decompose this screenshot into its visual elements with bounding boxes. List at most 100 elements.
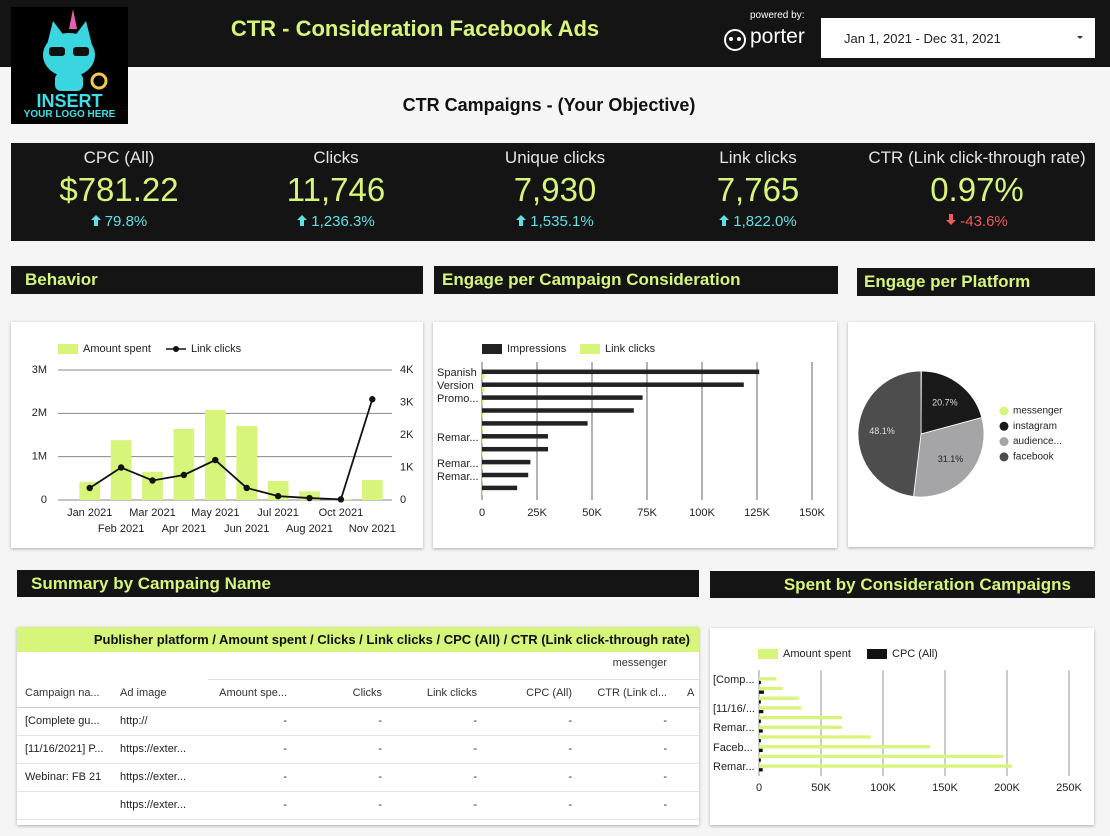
table-cell: - [473, 743, 477, 755]
brand-icon [724, 29, 746, 51]
table-cell: http:// [120, 715, 148, 727]
spent-panel [710, 628, 1094, 825]
category-label: Remar... [713, 761, 755, 774]
logo: INSERT YOUR LOGO HERE [11, 7, 128, 124]
table-cell: https://exter... [120, 799, 187, 811]
subtitle: CTR Campaigns - (Your Objective) [402, 95, 696, 115]
table-cell: - [283, 715, 287, 727]
table-cell: [Complete gu... [25, 715, 100, 727]
brand-name: porter [750, 25, 805, 48]
category-label: Remar... [713, 722, 755, 735]
logo-subtext: YOUR LOGO HERE [23, 109, 116, 120]
kpi-change-text: 1,822.0% [733, 213, 797, 230]
table-cell: - [283, 743, 287, 755]
kpi-arrow [90, 215, 101, 226]
kpi-change: 1,236.3% [221, 213, 451, 230]
behavior-panel [11, 322, 423, 548]
kpi-label: Unique clicks [504, 148, 606, 167]
kpi-value: $781.22 [59, 171, 179, 208]
kpi-label: CTR (Link click-through rate) [868, 148, 1086, 167]
table-cell: - [568, 715, 572, 727]
table-cell: - [473, 771, 477, 783]
page-title: CTR - Consideration Facebook Ads [230, 16, 600, 41]
dropdown-arrow [1077, 36, 1083, 39]
table-group: messenger [612, 657, 667, 669]
section-header: Behavior [11, 266, 423, 294]
table-cell: - [568, 799, 572, 811]
kpi-label: Clicks [313, 148, 359, 167]
category-label: [11/16/... [713, 702, 755, 715]
powered-by: powered by: [750, 10, 805, 21]
table-cell: - [568, 771, 572, 783]
kpi-label: Link clicks [719, 148, 797, 167]
platform-panel [848, 322, 1094, 547]
table-cell: - [663, 799, 667, 811]
kpi-change: 1,535.1% [440, 213, 670, 230]
kpi-change: -43.6% [862, 213, 1092, 230]
table-cell: - [568, 743, 572, 755]
section-header: Spent by Consideration Campaigns [710, 571, 1095, 598]
table-title: Publisher platform / Amount spent / Clic… [17, 627, 699, 652]
date-range: Jan 1, 2021 - Dec 31, 2021 [844, 31, 1001, 46]
table-cell: - [378, 771, 382, 783]
column-header: Ad image [120, 687, 167, 699]
category-label: [Comp... [713, 673, 755, 686]
kpi-change: 1,822.0% [643, 213, 873, 230]
section-header: Summary by Campaing Name [17, 570, 699, 597]
column-header: Clicks [352, 687, 382, 699]
kpi-value: 0.97% [930, 171, 1024, 208]
date-picker[interactable]: Jan 1, 2021 - Dec 31, 2021 [821, 18, 1095, 58]
table-cell: - [473, 715, 477, 727]
table-cell: https://exter... [120, 771, 187, 783]
kpi-change-text: 79.8% [104, 213, 148, 230]
table-cell: - [473, 799, 477, 811]
table-row: [11/16/2021] P... https://exter... - - - - - [17, 735, 699, 764]
kpi-label: CPC (All) [83, 148, 155, 167]
category-label: Remar... [437, 470, 479, 483]
logo-art [43, 9, 108, 91]
kpi-change-text: -43.6% [960, 213, 1008, 230]
summary-table: Publisher platform / Amount spent / Clic… [17, 627, 699, 825]
kpi-value: 7,930 [513, 171, 597, 208]
kpi-arrow [516, 215, 527, 226]
category-label: Remar... [437, 431, 479, 444]
kpi-change: 79.8% [4, 213, 234, 230]
kpi-value: 11,746 [286, 171, 386, 208]
table-cell: - [378, 799, 382, 811]
category-label: Spanish Version [437, 367, 477, 393]
table-cell: - [378, 743, 382, 755]
table-cell: - [663, 715, 667, 727]
table-row: Webinar: FB 21 https://exter... - - - - - [17, 763, 699, 792]
column-header: A [687, 687, 695, 699]
logo-text: INSERT [36, 91, 103, 111]
column-header: Campaign na... [25, 687, 100, 699]
table-cell: https://exter... [120, 743, 187, 755]
section-header: Engage per Campaign Consideration [434, 266, 838, 294]
kpi-arrow [719, 215, 730, 226]
campaign-panel [433, 322, 837, 548]
kpi-arrow [297, 215, 308, 226]
kpi-value: 7,765 [716, 171, 800, 208]
table-row: https://exter... - - - - - [17, 791, 699, 820]
kpi-change-text: 1,535.1% [530, 213, 594, 230]
category-label: Promo... [437, 393, 479, 406]
table-header-row: Campaign na... Ad image Amount spe... Click… [17, 679, 699, 708]
kpi-arrow [946, 214, 957, 225]
table-row: [Complete gu... http:// - - - - - [17, 707, 699, 736]
kpi-band [11, 143, 1095, 241]
category-label: Faceb... [713, 741, 753, 754]
column-header: CPC (All) [526, 687, 572, 699]
kpi-change-text: 1,236.3% [311, 213, 375, 230]
category-label: Remar... [437, 457, 479, 470]
column-header: Link clicks [426, 687, 477, 699]
table-cell: - [283, 771, 287, 783]
table-cell: - [663, 743, 667, 755]
column-header: CTR (Link cl... [597, 687, 667, 699]
section-header: Engage per Platform [857, 268, 1095, 296]
table-cell: Webinar: FB 21 [25, 771, 102, 783]
column-header: Amount spe... [219, 687, 287, 699]
header-rule [208, 679, 699, 680]
table-cell: - [283, 799, 287, 811]
table-cell: [11/16/2021] P... [25, 743, 104, 755]
